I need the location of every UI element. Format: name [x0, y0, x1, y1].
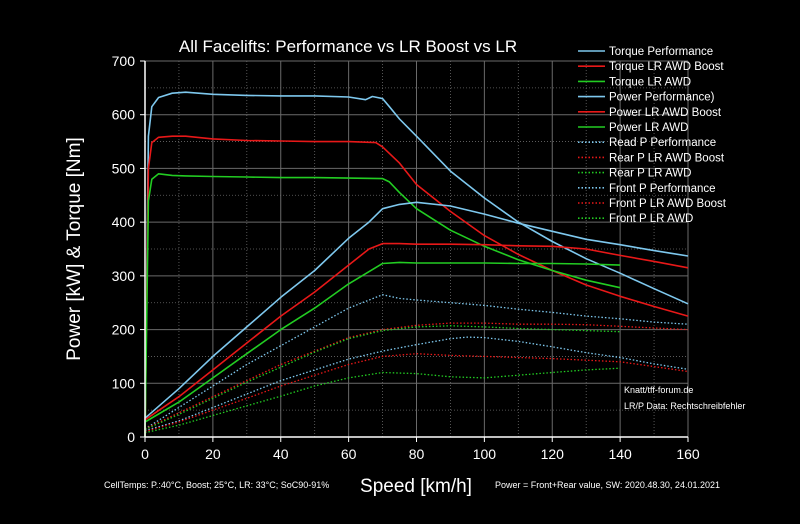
legend-label-6: Read P Performance — [609, 137, 716, 149]
y-tick-label: 700 — [112, 53, 136, 69]
axes: 0 100 200 300 400 500 600 700 0 20 40 60 80 100 120 140… — [112, 53, 700, 462]
x-tick-label: 80 — [409, 446, 425, 462]
series-line-1 — [144, 135, 689, 438]
legend-label-2: Torque LR AWD — [609, 76, 691, 88]
footnote-right: Power = Front+Rear value, SW: 2020.48.30… — [495, 480, 720, 490]
legend-label-1: Torque LR AWD Boost — [609, 61, 724, 73]
credit-annotation: Knatt/tff-forum.de — [624, 385, 693, 395]
x-tick-label: 60 — [341, 446, 357, 462]
x-tick-label: 40 — [273, 446, 289, 462]
series-line-0 — [144, 91, 689, 438]
series-line-2 — [144, 173, 621, 438]
y-tick-label: 0 — [127, 429, 135, 445]
series-line-10 — [144, 353, 689, 433]
x-tick-label: 140 — [608, 446, 632, 462]
data-source-annotation: LR/P Data: Rechtschreibfehler — [624, 401, 745, 411]
series-line-9 — [144, 336, 689, 432]
x-tick-label: 120 — [541, 446, 565, 462]
x-tick-label: 20 — [205, 446, 221, 462]
legend-label-5: Power LR AWD — [609, 122, 688, 134]
series-line-3 — [144, 201, 689, 419]
chart-title: All Facelifts: Performance vs LR Boost v… — [179, 37, 517, 56]
series-line-11 — [144, 367, 621, 434]
legend-label-4: Power LR AWD Boost — [609, 107, 722, 119]
series-line-7 — [144, 322, 689, 430]
footnote-left: CellTemps: P.:40°C, Boost; 25°C, LR: 33°… — [104, 480, 329, 490]
series-line-6 — [144, 294, 689, 430]
legend-label-10: Front P LR AWD Boost — [609, 198, 727, 210]
y-tick-label: 600 — [112, 107, 136, 123]
series-line-8 — [144, 325, 621, 431]
legend-label-9: Front P Performance — [609, 183, 716, 195]
x-tick-label: 0 — [141, 446, 149, 462]
legend-label-11: Front P LR AWD — [609, 213, 693, 225]
y-tick-label: 400 — [112, 214, 136, 230]
legend-label-3: Power Performance) — [609, 92, 715, 104]
series-line-5 — [144, 261, 621, 423]
x-tick-label: 100 — [473, 446, 497, 462]
legend-label-0: Torque Performance — [609, 46, 713, 58]
legend-label-8: Rear P LR AWD — [609, 168, 691, 180]
series-layer — [144, 91, 689, 438]
x-tick-label: 160 — [676, 446, 700, 462]
y-tick-label: 500 — [112, 160, 136, 176]
x-axis-label: Speed [km/h] — [360, 476, 472, 497]
series-line-4 — [144, 242, 689, 421]
y-axis-label: Power [kW] & Torque [Nm] — [64, 137, 85, 361]
y-tick-label: 200 — [112, 322, 136, 338]
y-tick-label: 100 — [112, 375, 136, 391]
legend-label-7: Rear P LR AWD Boost — [609, 152, 725, 164]
y-tick-label: 300 — [112, 268, 136, 284]
legend: Torque Performance Torque LR AWD Boost Tor… — [578, 46, 727, 225]
